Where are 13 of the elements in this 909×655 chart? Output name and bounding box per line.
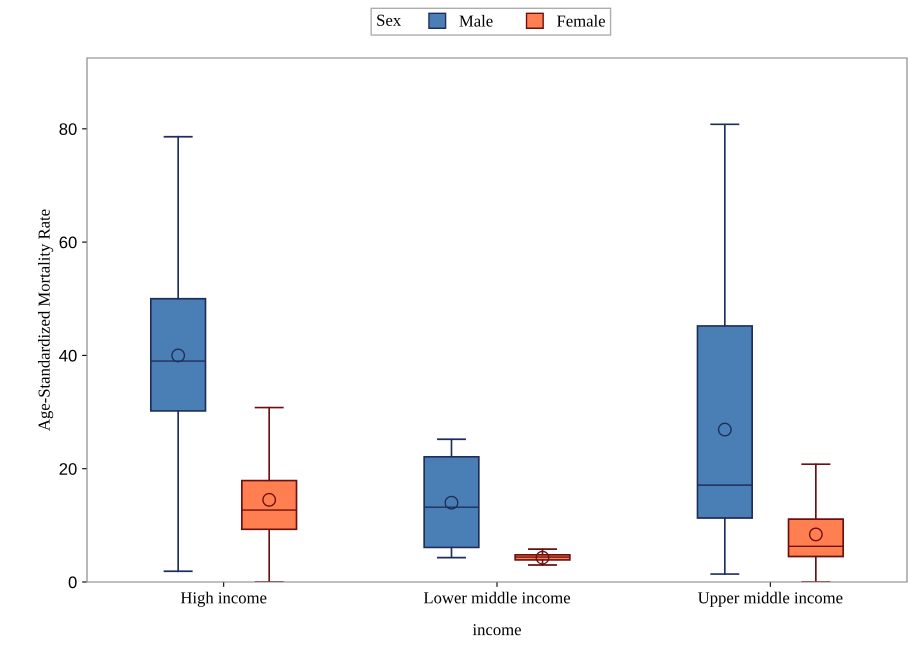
x-tick-label: Upper middle income — [698, 592, 842, 607]
x-tick-label: High income — [180, 592, 266, 607]
legend-label: Male — [459, 14, 493, 27]
y-tick-label: 80 — [59, 123, 77, 136]
y-tick-label: 40 — [59, 350, 77, 362]
y-tick-label: 20 — [60, 463, 77, 475]
legend-label: Female — [556, 14, 605, 27]
x-axis-title: income — [472, 624, 521, 636]
y-tick-label: 0 — [68, 576, 77, 588]
legend-title: Sex — [377, 14, 401, 26]
y-axis-title: Age-Standardized Mortality Rate — [38, 210, 54, 431]
y-tick-label: 60 — [60, 236, 77, 248]
x-tick-label: Lower middle income — [424, 592, 570, 604]
